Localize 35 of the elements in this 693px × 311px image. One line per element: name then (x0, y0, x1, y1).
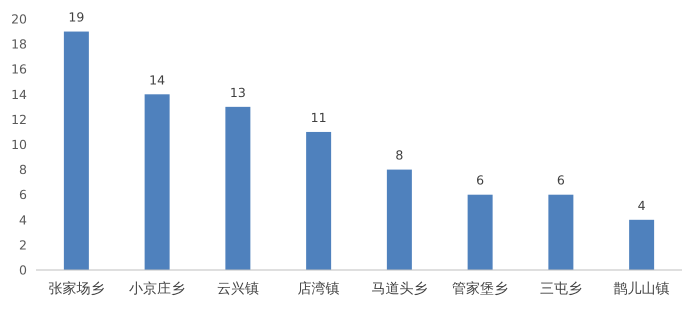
data-label: 4 (638, 198, 646, 213)
y-tick-label: 4 (19, 212, 28, 228)
data-label: 6 (476, 172, 484, 188)
x-tick-label: 张家场乡 (48, 281, 104, 297)
bar (629, 220, 654, 270)
x-tick-label: 店湾镇 (298, 281, 340, 297)
bar (144, 94, 170, 270)
data-label: 11 (310, 110, 327, 125)
y-tick-label: 14 (11, 86, 28, 102)
data-label: 13 (230, 84, 246, 100)
x-tick-label: 鹊儿山镇 (614, 281, 670, 297)
y-tick-label: 2 (19, 237, 27, 252)
bar (468, 194, 493, 270)
bar (64, 32, 89, 270)
y-tick-label: 10 (11, 137, 28, 152)
x-tick-label: 管家堡乡 (452, 281, 508, 297)
x-tick-label: 云兴镇 (216, 281, 259, 297)
data-label: 14 (149, 72, 166, 88)
x-tick-label: 三屯乡 (540, 281, 582, 297)
y-tick-label: 20 (11, 12, 28, 26)
y-tick-label: 0 (19, 262, 28, 278)
bar (306, 132, 332, 270)
y-tick-label: 8 (19, 162, 28, 178)
y-tick-label: 18 (11, 36, 28, 52)
bar (225, 106, 250, 270)
data-label: 8 (395, 148, 404, 163)
bar (548, 194, 574, 270)
bar (386, 170, 412, 270)
data-label: 6 (556, 172, 565, 188)
x-tick-label: 马道头乡 (371, 281, 428, 297)
y-tick-label: 12 (11, 112, 27, 127)
y-tick-label: 16 (11, 62, 28, 77)
x-tick-label: 小京庄乡 (129, 281, 186, 297)
data-label: 19 (68, 10, 84, 25)
y-tick-label: 6 (19, 187, 28, 202)
